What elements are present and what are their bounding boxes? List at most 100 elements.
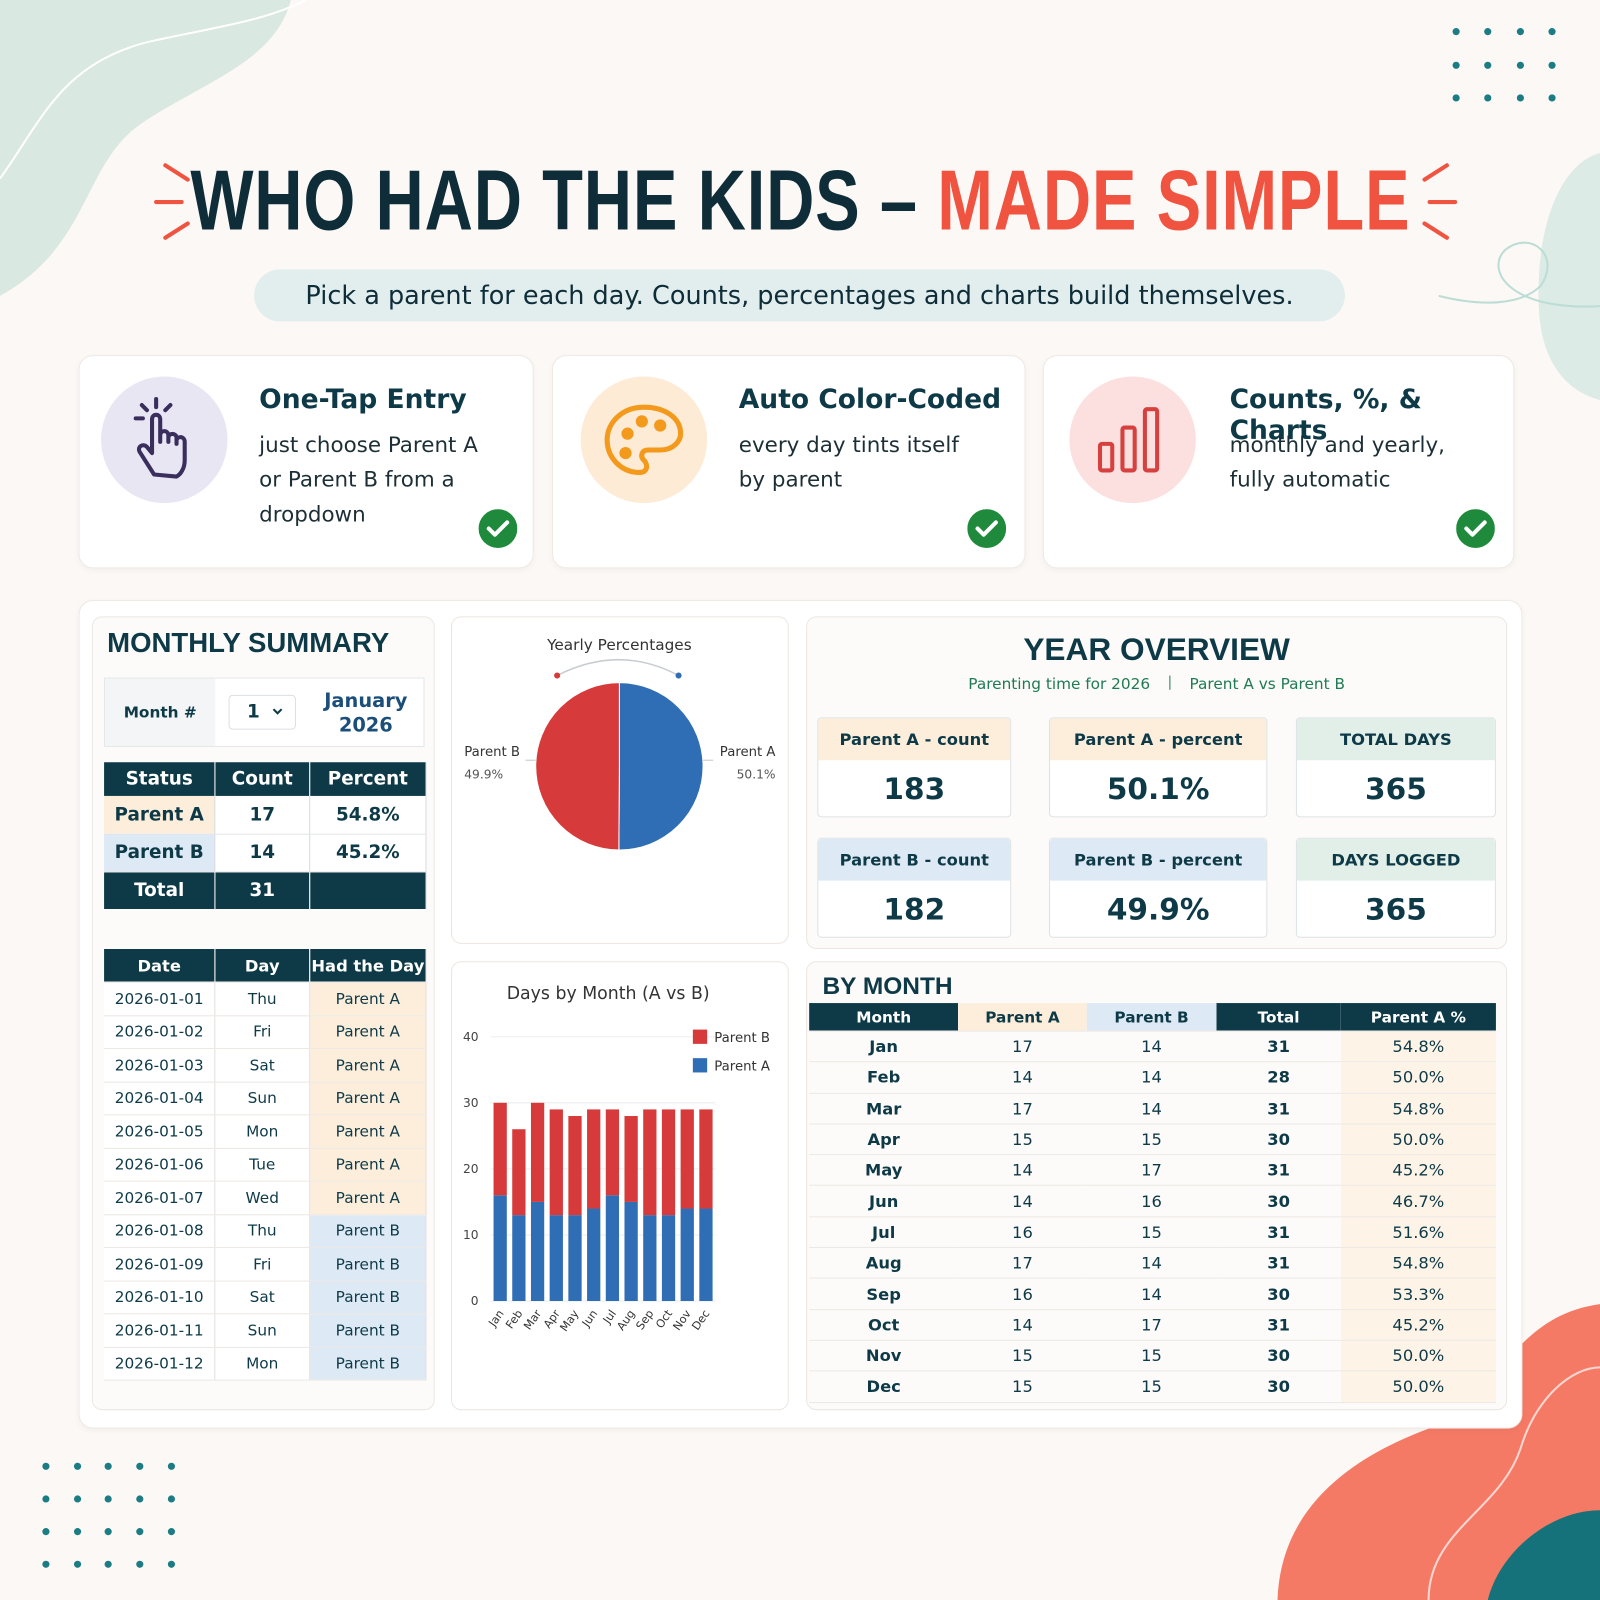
- pie-deco-dot: [675, 672, 682, 679]
- table-cell: Fri: [214, 1015, 311, 1049]
- table-row: Parent A 17 54.8%: [104, 795, 427, 834]
- overview-subtitle: Parenting time for 2026 Parent A vs Pare…: [807, 674, 1506, 692]
- bar-segment: [587, 1208, 601, 1302]
- legend-swatch: [692, 1058, 708, 1073]
- month-label: Month #: [105, 678, 216, 746]
- pie-deco-arc: [556, 658, 679, 677]
- bar-segment: [605, 1195, 620, 1302]
- table-cell: 14: [958, 1062, 1087, 1094]
- month-name: January 2026: [324, 689, 408, 737]
- stat-value: 182: [883, 891, 946, 927]
- table-row: 2026-01-06 Tue Parent A: [104, 1147, 427, 1182]
- subtitle: Pick a parent for each day. Counts, perc…: [254, 269, 1345, 322]
- table-cell: Parent A: [309, 1181, 427, 1215]
- by-month-panel: BY MONTH Month Parent A Parent B Total Paren…: [806, 961, 1508, 1411]
- bar-segment: [605, 1109, 620, 1196]
- bar-segment: [680, 1208, 694, 1302]
- table-row: Jul 16 15 31 51.6%: [809, 1216, 1496, 1249]
- dot-grid: [1452, 28, 1556, 102]
- bar-segment: [549, 1109, 563, 1216]
- column-header: Month: [809, 1003, 959, 1032]
- legend-label: Parent A: [714, 1059, 770, 1074]
- table-cell: Sep: [809, 1278, 959, 1310]
- header-row: Date Day Had the Day: [104, 948, 427, 983]
- table-cell: 51.6%: [1340, 1216, 1496, 1249]
- table-cell: 17: [958, 1092, 1087, 1125]
- column-header: Had the Day: [309, 948, 427, 983]
- blob: [1538, 153, 1600, 400]
- table-cell: Feb: [809, 1062, 959, 1094]
- x-tick-label: Mar: [521, 1307, 544, 1332]
- table-cell: 30: [1216, 1278, 1341, 1310]
- feature-title: Auto Color-Coded: [738, 384, 1002, 416]
- table-cell: 17: [958, 1247, 1087, 1279]
- stat-card: TOTAL DAYS 365: [1295, 717, 1496, 818]
- empty-cell: [309, 871, 427, 910]
- table-row: 2026-01-03 Sat Parent A: [104, 1048, 427, 1083]
- table-cell: 2026-01-09: [104, 1247, 216, 1282]
- table-cell: Parent A: [309, 1048, 427, 1083]
- table-cell: 31: [1216, 1154, 1341, 1187]
- table-cell: 31: [1216, 1092, 1341, 1125]
- table-cell: 15: [1086, 1216, 1217, 1249]
- table-cell: 2026-01-02: [104, 1015, 216, 1049]
- x-tick-label: Sep: [634, 1308, 657, 1333]
- table-cell: Parent A: [309, 1147, 427, 1182]
- table-row: Sep 16 14 30 53.3%: [809, 1278, 1496, 1310]
- table-cell: 2026-01-03: [104, 1048, 216, 1083]
- bar-segment: [530, 1102, 545, 1202]
- table-cell: 16: [1086, 1185, 1217, 1218]
- table-cell: 14: [1086, 1092, 1217, 1125]
- stat-value: 50.1%: [1106, 771, 1210, 807]
- table-cell: Mon: [214, 1346, 311, 1381]
- month-dropdown[interactable]: 1: [228, 694, 296, 730]
- table-cell: Apr: [809, 1123, 959, 1156]
- table-cell: 31: [1216, 1247, 1341, 1279]
- table-cell: 28: [1216, 1062, 1341, 1094]
- bar-segment: [493, 1195, 507, 1302]
- bar-segment: [624, 1201, 638, 1302]
- month-picker: Month # 1 January 2026: [104, 677, 425, 747]
- header-row: Status Count Percent: [104, 762, 427, 796]
- monthly-summary-panel: MONTHLY SUMMARY Month # 1 January 2026 S…: [91, 616, 435, 1411]
- column-header: Status: [104, 762, 216, 796]
- table-cell: Total: [104, 871, 216, 910]
- table-cell: Thu: [214, 982, 311, 1016]
- stat-label: Parent B - percent: [1049, 838, 1267, 881]
- table-cell: Parent A: [309, 982, 427, 1016]
- check-icon: [967, 509, 1007, 548]
- table-cell: 15: [958, 1123, 1087, 1156]
- table-row: Jan 17 14 31 54.8%: [809, 1031, 1496, 1063]
- table-row: 2026-01-02 Fri Parent A: [104, 1015, 427, 1049]
- check-icon: [1456, 509, 1495, 548]
- table-cell: 15: [1086, 1340, 1217, 1372]
- dropdown-caret: [272, 708, 283, 715]
- slice-label: Parent B: [464, 745, 520, 760]
- table-cell: Wed: [214, 1181, 311, 1215]
- table-row: 2026-01-08 Thu Parent B: [104, 1214, 427, 1248]
- bar-segment: [661, 1109, 676, 1216]
- bar-segment: [680, 1109, 694, 1209]
- table-cell: Sun: [214, 1081, 311, 1116]
- stat-value: 49.9%: [1106, 891, 1210, 927]
- bar-segment: [512, 1129, 526, 1216]
- table-cell: 50.0%: [1340, 1062, 1496, 1094]
- table-cell: 2026-01-11: [104, 1313, 216, 1348]
- table-cell: 31: [1216, 1309, 1341, 1341]
- table-row: Total 31: [104, 871, 427, 910]
- table-cell: Thu: [214, 1214, 311, 1248]
- table-cell: Mon: [214, 1114, 311, 1149]
- subtitle-part: Parenting time for 2026: [968, 674, 1151, 693]
- y-tick-label: 30: [463, 1096, 479, 1110]
- table-row: 2026-01-07 Wed Parent A: [104, 1181, 427, 1215]
- check-icon: [478, 509, 518, 548]
- stat-card: DAYS LOGGED 365: [1295, 837, 1496, 938]
- title-sparks: [154, 163, 1458, 240]
- y-tick-label: 40: [463, 1030, 479, 1044]
- feature-title: One-Tap Entry: [259, 384, 467, 416]
- table-cell: 14: [1086, 1031, 1217, 1063]
- status-table: Status Count Percent Parent A 17 54.8% Parent …: [104, 762, 427, 910]
- swirl: [1438, 241, 1600, 308]
